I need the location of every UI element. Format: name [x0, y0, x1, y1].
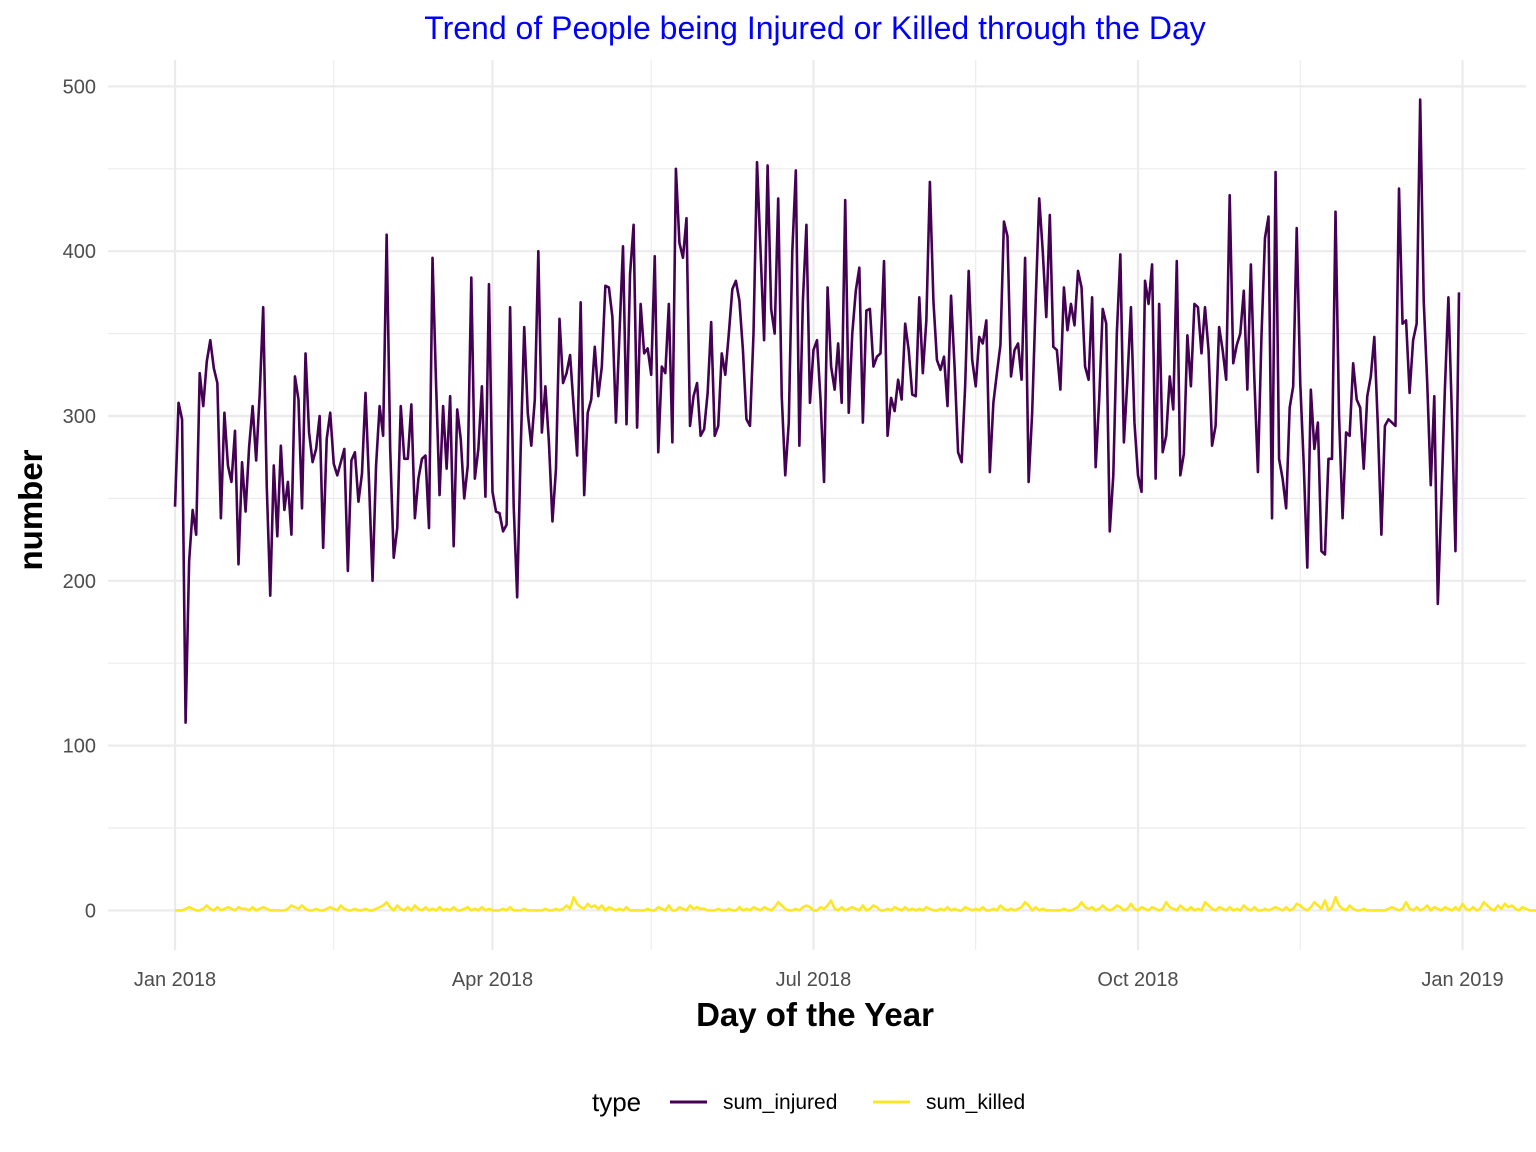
legend-label-sum-injured: sum_injured	[723, 1091, 837, 1114]
series-line-sum-injured	[173, 98, 1461, 724]
chart-title: Trend of People being Injured or Killed …	[424, 10, 1206, 46]
series-lines	[173, 98, 1536, 912]
legend: type sum_injured sum_killed	[592, 1087, 1025, 1117]
y-tick-labels: 0 100 200 300 400 500	[63, 76, 96, 922]
x-tick-label: Jan 2019	[1421, 969, 1503, 991]
legend-title: type	[592, 1087, 641, 1117]
x-tick-labels: Jan 2018 Apr 2018 Jul 2018 Oct 2018 Jan 2019	[134, 969, 1504, 991]
x-axis-title: Day of the Year	[696, 996, 934, 1033]
x-tick-label: Jul 2018	[776, 969, 852, 991]
y-tick-label: 100	[63, 736, 96, 758]
y-tick-label: 400	[63, 241, 96, 263]
y-tick-label: 200	[63, 571, 96, 593]
x-tick-label: Apr 2018	[452, 969, 533, 991]
series-line-sum-killed	[175, 895, 1536, 912]
y-tick-label: 300	[63, 406, 96, 428]
y-axis-title: number	[12, 449, 49, 570]
legend-label-sum-killed: sum_killed	[926, 1091, 1025, 1114]
x-tick-label: Oct 2018	[1097, 969, 1178, 991]
y-tick-label: 0	[85, 900, 96, 922]
x-tick-label: Jan 2018	[134, 969, 216, 991]
y-tick-label: 500	[63, 76, 96, 98]
